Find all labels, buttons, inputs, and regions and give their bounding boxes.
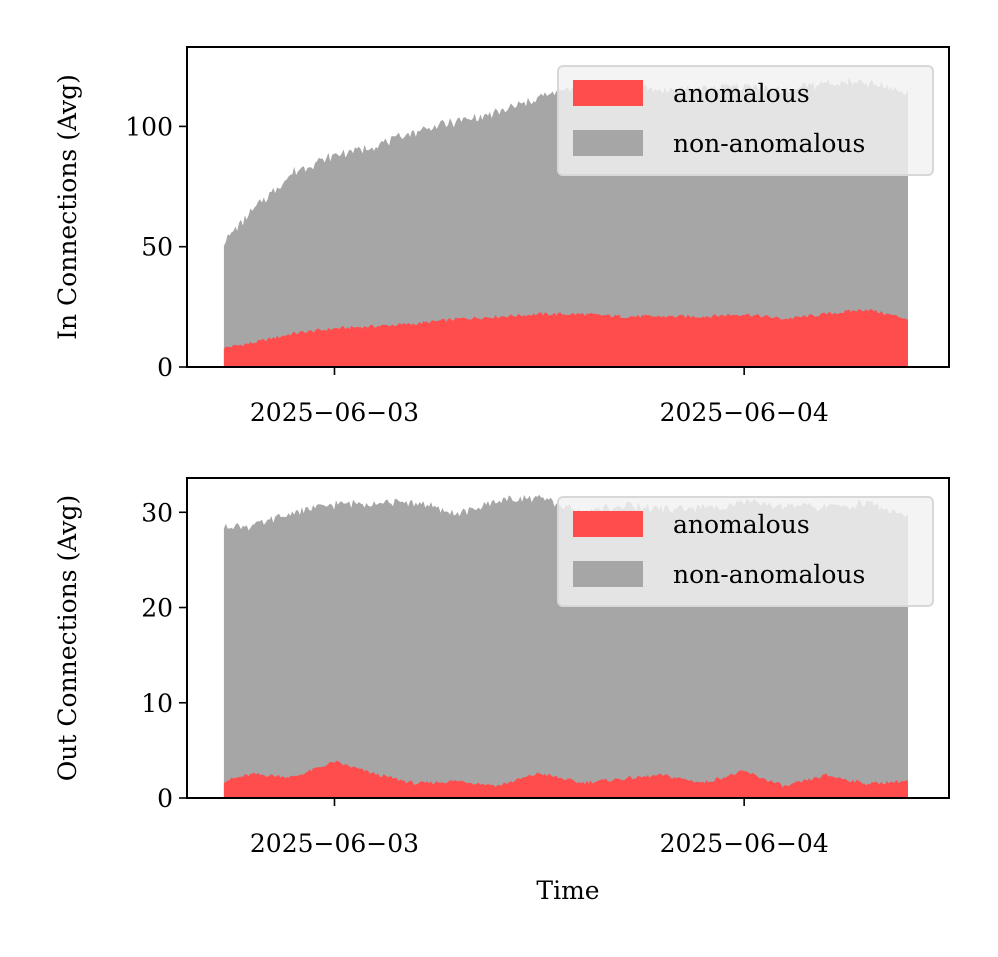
legend-swatch-anomalous [573, 80, 643, 106]
y-axis-label: In Connections (Avg) [53, 74, 82, 340]
y-tick-label: 50 [141, 233, 173, 262]
legend: anomalous non-anomalous [557, 65, 934, 176]
legend-label-anomalous: anomalous [673, 79, 810, 108]
legend: anomalous non-anomalous [557, 496, 934, 607]
axes-frame [186, 46, 950, 368]
y-tick-label: 10 [141, 689, 173, 718]
legend-box [557, 65, 934, 176]
series-area-anomalous [223, 309, 908, 367]
legend-swatch-non-anomalous [573, 561, 643, 587]
series-area-anomalous [223, 760, 908, 798]
y-tick-label: 20 [141, 594, 173, 623]
legend-swatch-non-anomalous [573, 130, 643, 156]
y-tick-label: 0 [157, 353, 173, 382]
x-tick-label: 2025−06−03 [250, 398, 419, 427]
y-tick-label: 0 [157, 784, 173, 813]
y-tick-label: 100 [125, 112, 173, 141]
chart-panel-out: 0 10 20 30 2025−06−03 2025−06−04 Out Connectio… [53, 477, 950, 905]
x-tick-label: 2025−06−03 [250, 829, 419, 858]
x-tick-label: 2025−06−04 [660, 829, 829, 858]
chart-panel-in: 0 50 100 2025−06−03 2025−06−04 In Connections… [53, 46, 950, 427]
axes-frame [186, 477, 950, 799]
legend-label-anomalous: anomalous [673, 510, 810, 539]
legend-swatch-anomalous [573, 511, 643, 537]
y-tick-label: 30 [141, 498, 173, 527]
legend-box [557, 496, 934, 607]
legend-label-non-anomalous: non-anomalous [673, 129, 865, 158]
x-tick-label: 2025−06−04 [660, 398, 829, 427]
legend-label-non-anomalous: non-anomalous [673, 560, 865, 589]
y-axis-label: Out Connections (Avg) [53, 495, 82, 781]
x-axis-label: Time [536, 876, 599, 905]
